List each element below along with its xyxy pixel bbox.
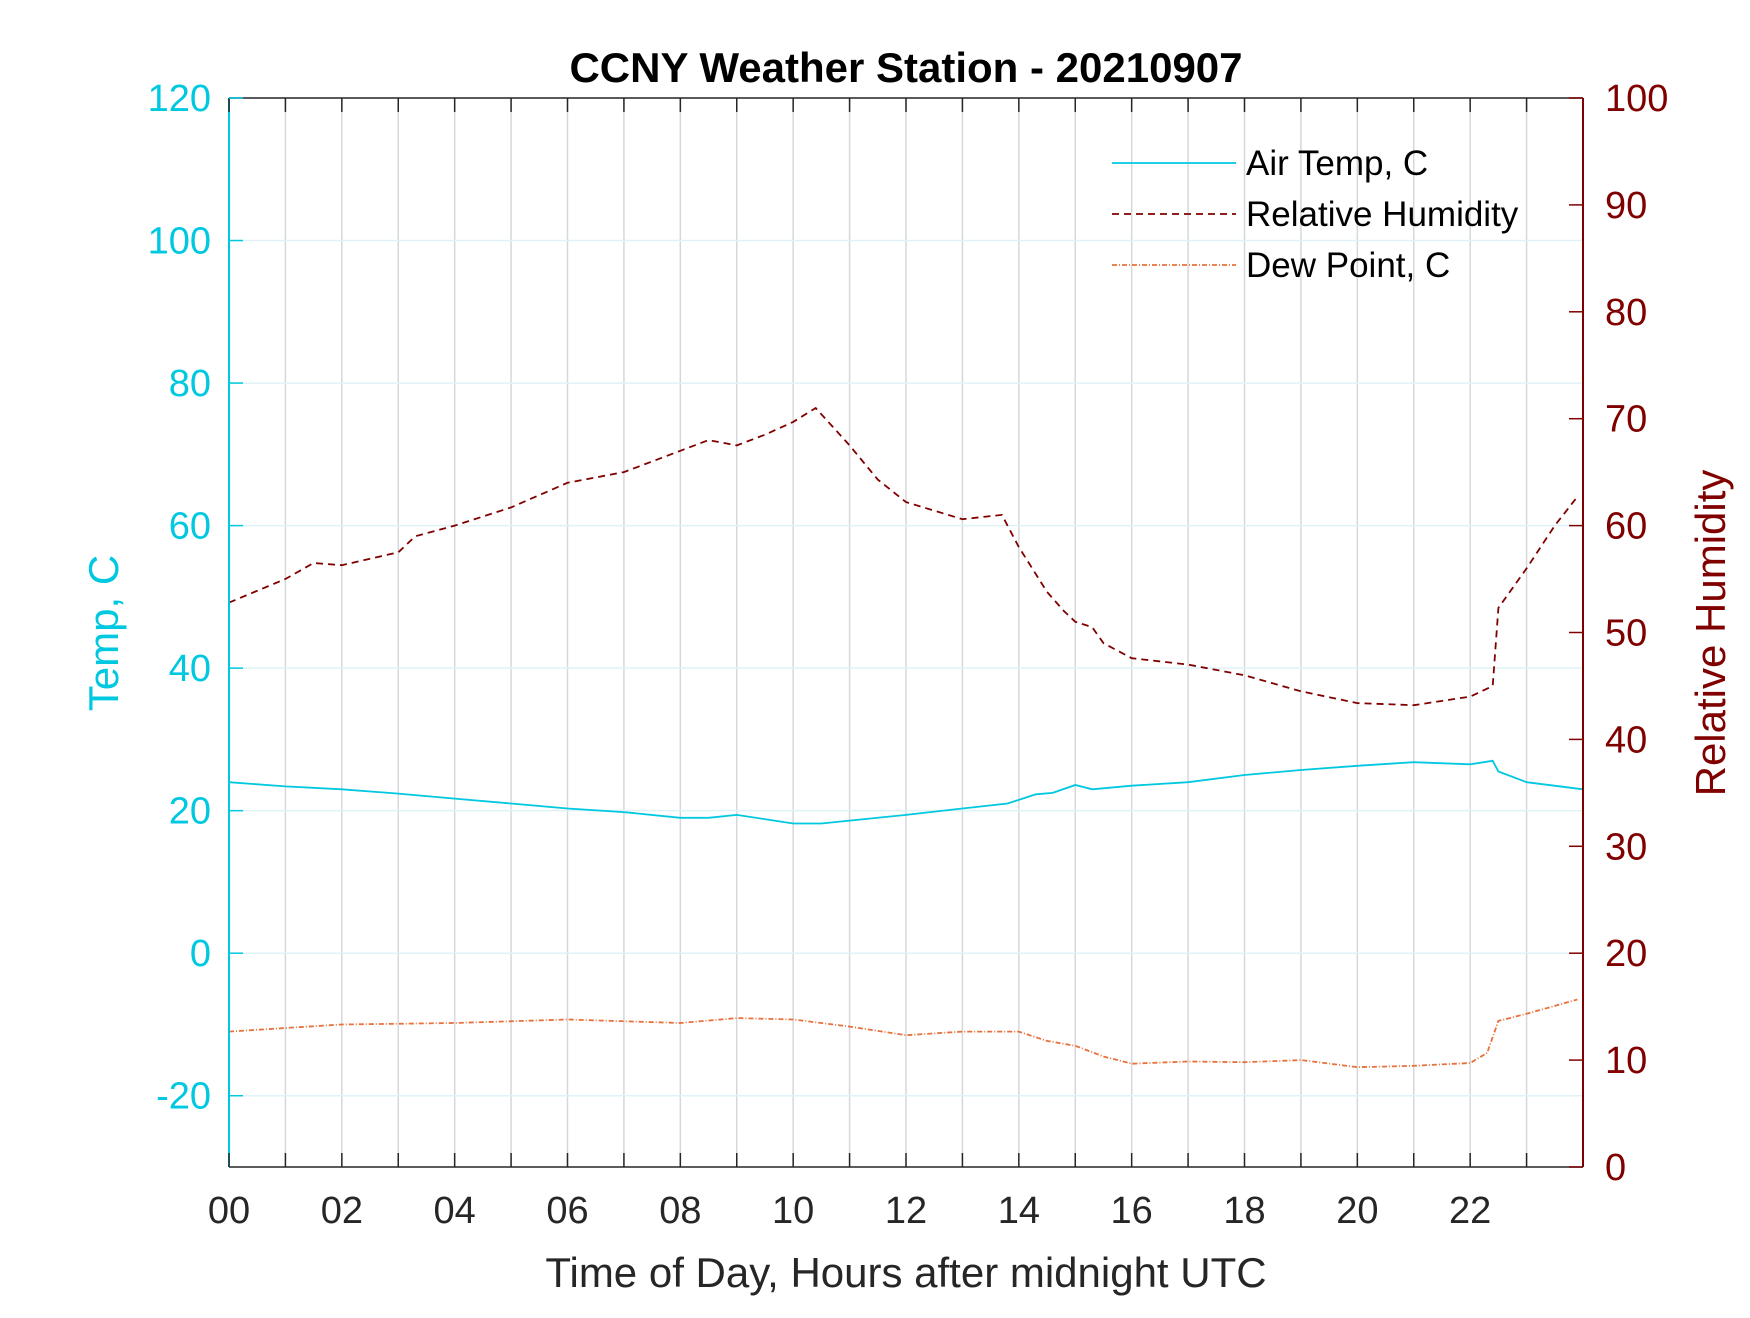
y-right-tick-label: 80 [1605,292,1647,334]
x-tick-label: 22 [1449,1190,1491,1232]
y-left-tick-label: 0 [190,933,211,975]
y-right-tick-label: 20 [1605,933,1647,975]
x-tick-label: 16 [1111,1190,1153,1232]
y-axis-right-label: Relative Humidity [1687,470,1734,797]
x-tick-label: 00 [208,1190,250,1232]
legend: Air Temp, C Relative Humidity Dew Point, C [1112,144,1519,285]
x-tick-label: 02 [321,1190,363,1232]
y-right-tick-label: 100 [1605,78,1668,120]
y-right-tick-label: 40 [1605,719,1647,761]
x-tick-label: 18 [1223,1190,1265,1232]
y-left-tick-label: 80 [169,363,211,405]
y-right-tick-label: 70 [1605,399,1647,441]
series-lines [228,406,1584,1069]
y-left-tick-label: 40 [169,648,211,690]
x-tick-label: 14 [998,1190,1040,1232]
x-axis-label: Time of Day, Hours after midnight UTC [545,1249,1266,1296]
x-tick-label: 20 [1336,1190,1378,1232]
y-left-tick-label: -20 [156,1076,211,1118]
legend-label: Relative Humidity [1246,195,1519,234]
x-tick-label: 06 [546,1190,588,1232]
y-left-tick-label: 100 [148,221,211,263]
y-right-tick-label: 50 [1605,613,1647,655]
x-tick-label: 12 [885,1190,927,1232]
y-right-tick-label: 30 [1605,826,1647,868]
x-tick-label: 04 [434,1190,476,1232]
series-line-air-temp-c [228,759,1584,825]
y-left-tick-label: 20 [169,791,211,833]
y-left-tick-label: 60 [169,506,211,548]
axes: 00 02 04 06 08 10 12 14 16 18 20 22-200204060801001… [148,78,1669,1232]
x-tick-label: 08 [659,1190,701,1232]
series-line-relative-humidity [228,406,1579,707]
y-right-tick-label: 90 [1605,185,1647,227]
y-axis-left-label: Temp, C [80,555,127,711]
y-right-tick-label: 60 [1605,506,1647,548]
series-line-dew-point-c [228,998,1578,1069]
y-right-tick-label: 10 [1605,1040,1647,1082]
x-tick-label: 10 [772,1190,814,1232]
legend-label: Dew Point, C [1246,246,1450,285]
chart-title: CCNY Weather Station - 20210907 [569,44,1242,91]
y-left-tick-label: 120 [148,78,211,120]
legend-label: Air Temp, C [1246,144,1428,183]
y-right-tick-label: 0 [1605,1147,1626,1189]
